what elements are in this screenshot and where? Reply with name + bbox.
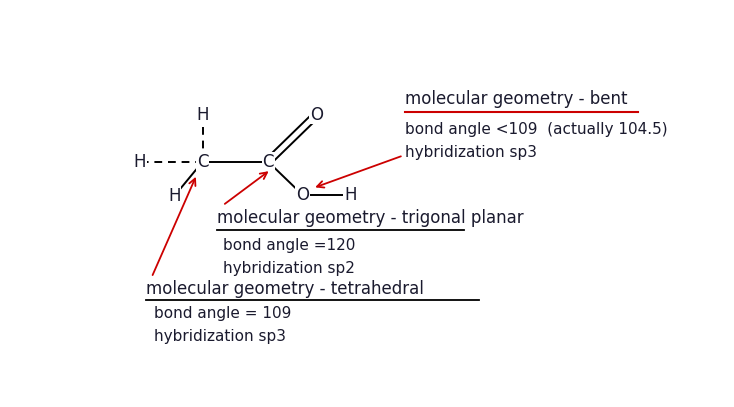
- Text: bond angle <109  (actually 104.5): bond angle <109 (actually 104.5): [404, 122, 667, 137]
- Text: hybridization sp3: hybridization sp3: [404, 145, 537, 160]
- Text: hybridization sp2: hybridization sp2: [222, 261, 355, 276]
- Text: molecular geometry - bent: molecular geometry - bent: [404, 90, 627, 108]
- Text: H: H: [344, 186, 357, 204]
- Text: O: O: [296, 186, 309, 204]
- Text: bond angle = 109: bond angle = 109: [154, 306, 291, 322]
- Text: bond angle =120: bond angle =120: [222, 238, 355, 252]
- Text: C: C: [262, 153, 274, 171]
- Text: C: C: [197, 153, 208, 171]
- Text: molecular geometry - trigonal planar: molecular geometry - trigonal planar: [217, 210, 523, 228]
- Text: H: H: [168, 187, 181, 205]
- Text: H: H: [134, 153, 146, 171]
- Text: hybridization sp3: hybridization sp3: [154, 329, 286, 344]
- Text: H: H: [197, 106, 209, 124]
- Text: molecular geometry - tetrahedral: molecular geometry - tetrahedral: [146, 280, 424, 298]
- Text: O: O: [310, 106, 323, 124]
